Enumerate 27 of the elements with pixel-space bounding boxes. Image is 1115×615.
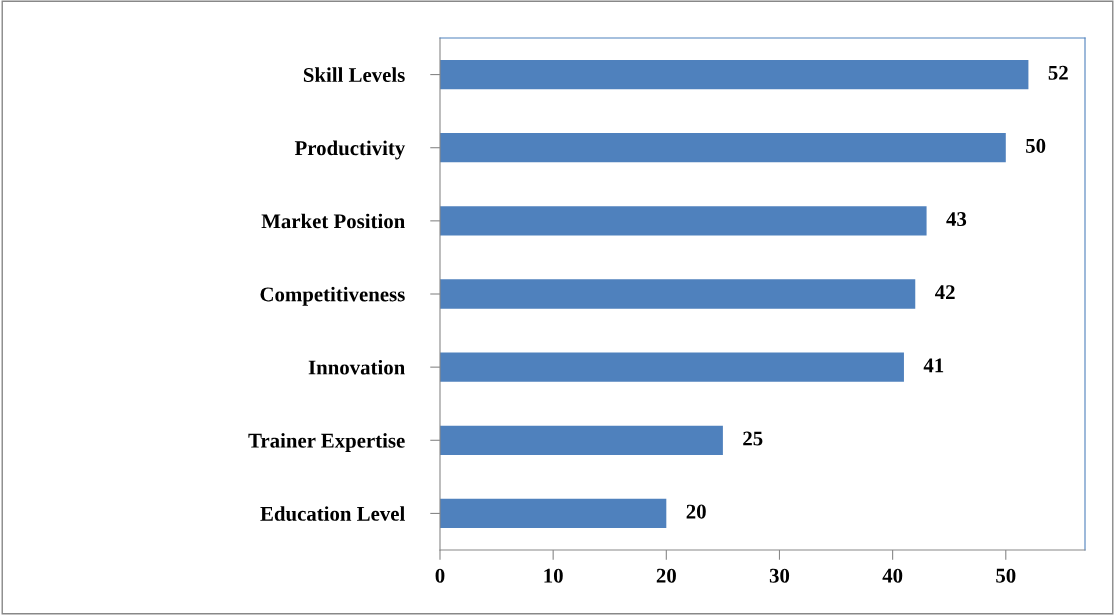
bar bbox=[440, 133, 1006, 163]
x-tick-label: 40 bbox=[882, 568, 903, 583]
x-tick-label: 50 bbox=[996, 568, 1016, 583]
x-tick-label: 0 bbox=[435, 568, 445, 583]
bar bbox=[440, 425, 723, 455]
bar bbox=[440, 498, 667, 529]
x-tick-label: 20 bbox=[656, 568, 676, 583]
y-tick-label: Skill Levels bbox=[303, 67, 405, 82]
data-label: 41 bbox=[923, 358, 944, 373]
x-tick-label: 30 bbox=[769, 568, 790, 583]
y-tick-label: Education Level bbox=[260, 506, 405, 521]
y-tick-label: Competitiveness bbox=[260, 286, 405, 306]
y-tick-label: Productivity bbox=[294, 140, 406, 160]
x-tick-label: 10 bbox=[544, 568, 563, 583]
bar bbox=[440, 352, 904, 382]
bar bbox=[440, 59, 1029, 90]
data-label: 20 bbox=[686, 504, 706, 519]
bar bbox=[440, 206, 927, 236]
bar bbox=[440, 279, 916, 309]
y-tick-label: Innovation bbox=[308, 359, 405, 375]
data-label: 43 bbox=[946, 212, 967, 227]
data-label: 25 bbox=[743, 431, 763, 446]
data-label: 50 bbox=[1026, 138, 1046, 153]
y-tick-label: Trainer Expertise bbox=[248, 433, 405, 452]
y-tick-label: Market Position bbox=[261, 213, 405, 229]
data-label: 42 bbox=[934, 285, 955, 300]
data-label: 52 bbox=[1048, 65, 1068, 80]
